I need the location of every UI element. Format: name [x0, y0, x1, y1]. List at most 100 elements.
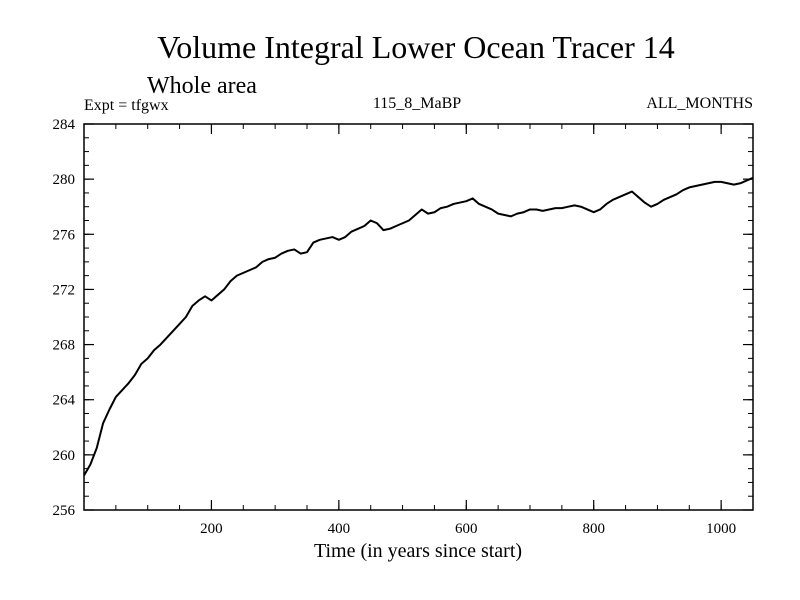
data-point	[484, 206, 486, 208]
data-point	[669, 196, 671, 198]
data-point	[491, 208, 493, 211]
data-point	[433, 211, 436, 213]
x-axis-label: Time (in years since start)	[314, 540, 522, 562]
x-tick-label: 800	[582, 521, 605, 537]
data-point	[548, 208, 550, 211]
data-point	[153, 349, 155, 351]
data-point	[89, 463, 91, 466]
data-point	[357, 228, 359, 230]
data-point	[312, 241, 314, 244]
data-point	[561, 207, 563, 209]
data-point	[599, 208, 601, 211]
data-point	[115, 396, 117, 398]
data-point	[465, 200, 467, 202]
data-point	[726, 182, 729, 184]
data-point	[656, 203, 659, 205]
data-point	[223, 288, 225, 291]
data-point	[593, 211, 595, 213]
data-point	[503, 214, 506, 216]
x-tick-label: 600	[455, 521, 478, 537]
data-point	[542, 210, 544, 212]
data-point	[331, 236, 334, 238]
data-point	[280, 252, 283, 255]
data-point	[637, 196, 639, 198]
data-point	[478, 203, 480, 205]
data-point	[510, 215, 512, 217]
data-point	[516, 213, 518, 215]
data-point	[376, 222, 378, 224]
data-point	[746, 179, 748, 182]
period-label: 115_8_MaBP	[373, 95, 461, 112]
data-point	[675, 193, 678, 195]
data-point	[663, 199, 665, 201]
series-layer	[83, 176, 754, 477]
data-point	[523, 211, 525, 213]
plot-frame	[83, 123, 754, 511]
data-point	[134, 374, 136, 376]
data-point	[198, 299, 200, 302]
data-point	[535, 208, 537, 211]
data-point	[191, 305, 193, 307]
data-point	[325, 237, 327, 240]
data-point	[210, 299, 213, 302]
data-point	[644, 201, 646, 204]
data-point	[586, 208, 588, 211]
x-axis: 200 400 600 800 1000	[83, 124, 754, 537]
data-point	[300, 252, 302, 255]
data-point	[452, 203, 455, 205]
data-point	[229, 280, 232, 282]
data-point	[102, 422, 104, 424]
data-point	[204, 295, 206, 297]
months-label: ALL_MONTHS	[646, 95, 753, 112]
data-point	[395, 225, 397, 227]
series-line	[83, 176, 754, 477]
data-point	[268, 258, 270, 260]
data-point	[217, 294, 219, 296]
data-point	[446, 206, 448, 208]
data-point	[554, 207, 557, 209]
data-point	[720, 181, 722, 183]
data-point	[147, 357, 149, 359]
data-point	[261, 261, 263, 263]
x-tick-label: 200	[200, 521, 223, 537]
data-point	[714, 181, 716, 183]
data-point	[497, 213, 499, 215]
data-point	[344, 236, 346, 238]
data-point	[701, 184, 703, 186]
data-point	[306, 251, 308, 253]
chart-subtitle: Whole area	[147, 73, 257, 99]
data-point	[363, 225, 365, 227]
data-point	[427, 213, 429, 215]
y-tick-label: 260	[53, 448, 76, 464]
data-point	[707, 182, 710, 184]
data-point	[605, 203, 608, 205]
data-point	[255, 266, 257, 268]
data-point	[351, 230, 353, 233]
data-point	[612, 199, 614, 201]
data-point	[733, 184, 735, 186]
data-point	[414, 214, 416, 216]
data-point	[682, 189, 684, 191]
chart-title: Volume Integral Lower Ocean Tracer 14	[157, 29, 674, 65]
experiment-label: Expt = tfgwx	[84, 97, 169, 114]
data-point	[408, 219, 410, 222]
data-point	[688, 186, 690, 189]
data-point	[739, 182, 741, 184]
data-point	[96, 447, 98, 449]
data-point	[293, 248, 295, 251]
y-tick-label: 276	[53, 227, 76, 243]
y-tick-label: 284	[53, 117, 76, 133]
y-tick-label: 256	[53, 503, 76, 519]
data-point	[108, 408, 111, 410]
data-point	[338, 239, 340, 241]
data-point	[389, 228, 391, 230]
data-point	[472, 197, 474, 200]
data-point	[121, 389, 123, 391]
data-point	[140, 363, 142, 365]
data-point	[631, 190, 633, 193]
data-point	[695, 185, 697, 187]
data-point	[650, 206, 652, 208]
data-point	[401, 222, 404, 224]
data-point	[382, 229, 385, 231]
data-point	[128, 382, 130, 384]
